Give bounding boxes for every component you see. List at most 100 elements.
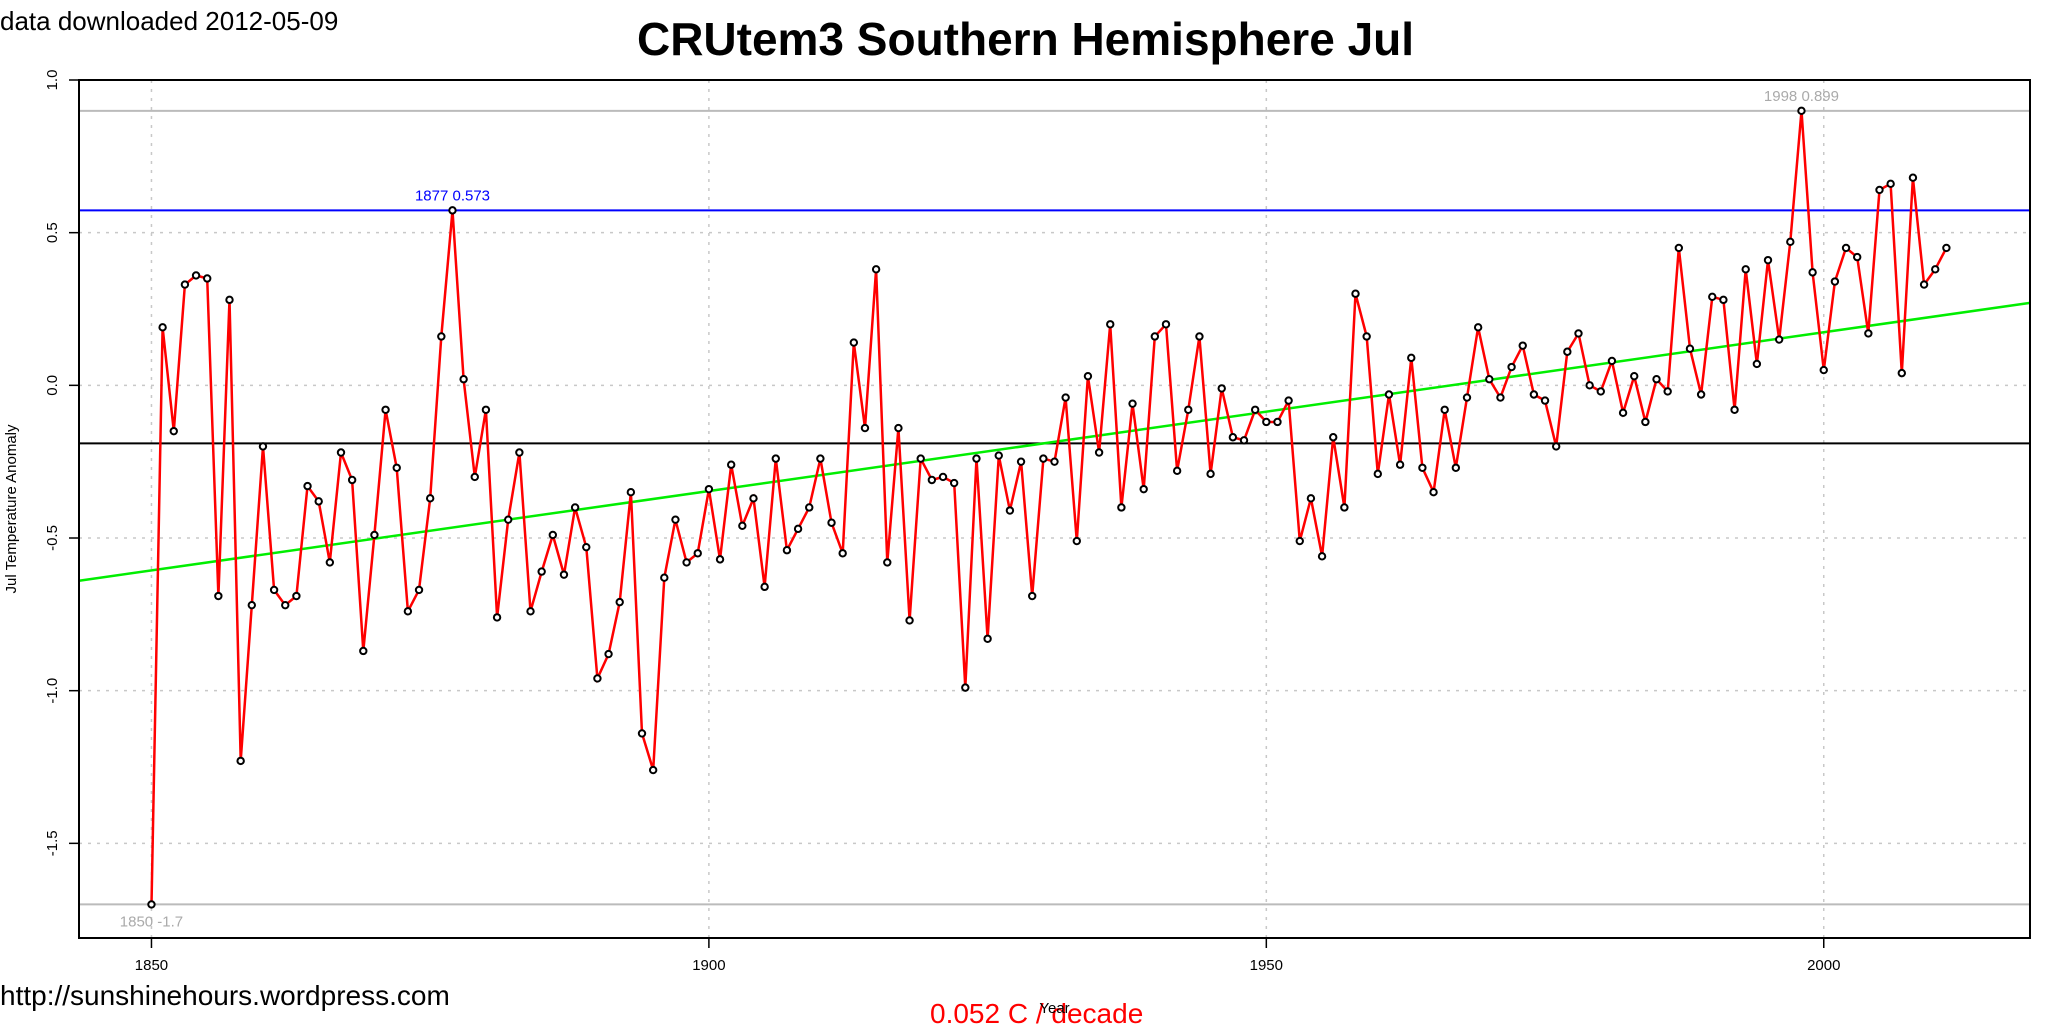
data-point	[615, 597, 624, 607]
data-point	[1919, 280, 1929, 289]
trend-line	[78, 301, 2031, 582]
data-point	[1819, 365, 1828, 375]
data-point	[1897, 368, 1906, 378]
data-point	[1351, 289, 1360, 298]
data-point	[381, 405, 390, 414]
data-point	[1875, 185, 1884, 195]
data-point	[1931, 265, 1940, 274]
data-point	[1518, 341, 1527, 350]
data-point	[1529, 390, 1539, 399]
data-point	[1607, 356, 1617, 366]
data-point	[1830, 277, 1840, 286]
data-point	[1206, 469, 1215, 479]
data-point	[1852, 252, 1862, 262]
data-point	[1440, 405, 1449, 414]
data-point	[1451, 463, 1461, 472]
data-point	[648, 765, 658, 775]
data-point	[805, 503, 814, 512]
data-point	[704, 484, 714, 494]
data-point	[894, 423, 903, 433]
data-point	[1496, 393, 1505, 402]
data-point	[336, 448, 346, 457]
data-point	[994, 451, 1003, 460]
data-point	[1596, 387, 1605, 396]
data-point	[838, 549, 847, 558]
data-point	[1908, 173, 1918, 182]
data-point	[158, 323, 167, 332]
data-point	[849, 338, 859, 347]
data-point	[1418, 463, 1427, 472]
data-point	[916, 454, 925, 463]
data-point	[191, 271, 201, 280]
data-point	[693, 549, 702, 558]
data-point	[1184, 405, 1193, 414]
data-point	[515, 448, 524, 457]
chart-title: CRUtem3 Southern Hemisphere Jul	[636, 13, 1415, 65]
data-point	[604, 649, 613, 659]
data-point	[269, 585, 279, 595]
data-point	[1507, 362, 1516, 372]
data-point	[570, 503, 580, 512]
data-point	[1217, 384, 1226, 393]
data-point	[169, 426, 178, 436]
data-point	[1641, 417, 1650, 427]
data-point	[1429, 488, 1438, 497]
data-point	[1250, 405, 1260, 414]
data-point	[972, 454, 981, 463]
data-point	[470, 472, 479, 482]
annotation-1998-max: 1998 0.899	[1764, 88, 1839, 105]
data-point	[225, 295, 234, 305]
data-point	[247, 600, 257, 610]
data-point	[1663, 387, 1672, 396]
data-point	[637, 729, 647, 738]
data-point	[1942, 243, 1951, 253]
data-point	[236, 756, 245, 766]
data-point	[492, 613, 502, 622]
data-point	[1028, 591, 1037, 601]
data-point	[1373, 469, 1383, 479]
trend-rate-label: 0.052 C / decade	[930, 998, 1144, 1029]
data-point	[1630, 371, 1639, 381]
reference-lines	[78, 109, 2031, 906]
x-tick-label: 2000	[1807, 957, 1840, 974]
data-point	[214, 591, 223, 601]
data-point	[459, 375, 468, 384]
data-point	[1083, 371, 1093, 381]
data-point	[1864, 329, 1873, 338]
data-point	[392, 463, 401, 472]
data-point	[325, 558, 335, 567]
data-point	[1563, 347, 1572, 356]
data-point	[816, 454, 825, 463]
data-point	[1273, 417, 1282, 427]
data-point	[526, 607, 535, 616]
x-tick-label: 1850	[135, 957, 168, 974]
data-point	[1094, 448, 1104, 457]
data-point	[961, 683, 970, 692]
data-point	[481, 405, 491, 414]
data-point	[548, 530, 558, 540]
data-point	[1685, 344, 1695, 353]
data-point	[1585, 381, 1594, 390]
download-note: data downloaded 2012-05-09	[0, 6, 339, 36]
data-point	[1384, 390, 1394, 399]
grid	[79, 79, 2030, 938]
data-point	[1262, 417, 1271, 427]
data-point	[1696, 390, 1706, 399]
data-point	[1039, 454, 1048, 463]
data-point	[1473, 323, 1483, 332]
data-point	[1719, 295, 1728, 305]
data-point	[203, 274, 212, 283]
data-point	[1284, 396, 1293, 405]
data-point	[448, 206, 457, 215]
x-axis-label: Year	[1039, 1000, 1069, 1017]
annotation-1850-min: 1850 -1.7	[120, 913, 183, 930]
data-point	[537, 567, 546, 576]
data-point	[671, 515, 680, 524]
data-point	[1752, 359, 1762, 369]
data-point	[1774, 335, 1784, 344]
data-point	[359, 646, 368, 656]
data-point	[1540, 396, 1550, 405]
data-point	[1407, 353, 1416, 363]
data-point	[1708, 292, 1717, 301]
